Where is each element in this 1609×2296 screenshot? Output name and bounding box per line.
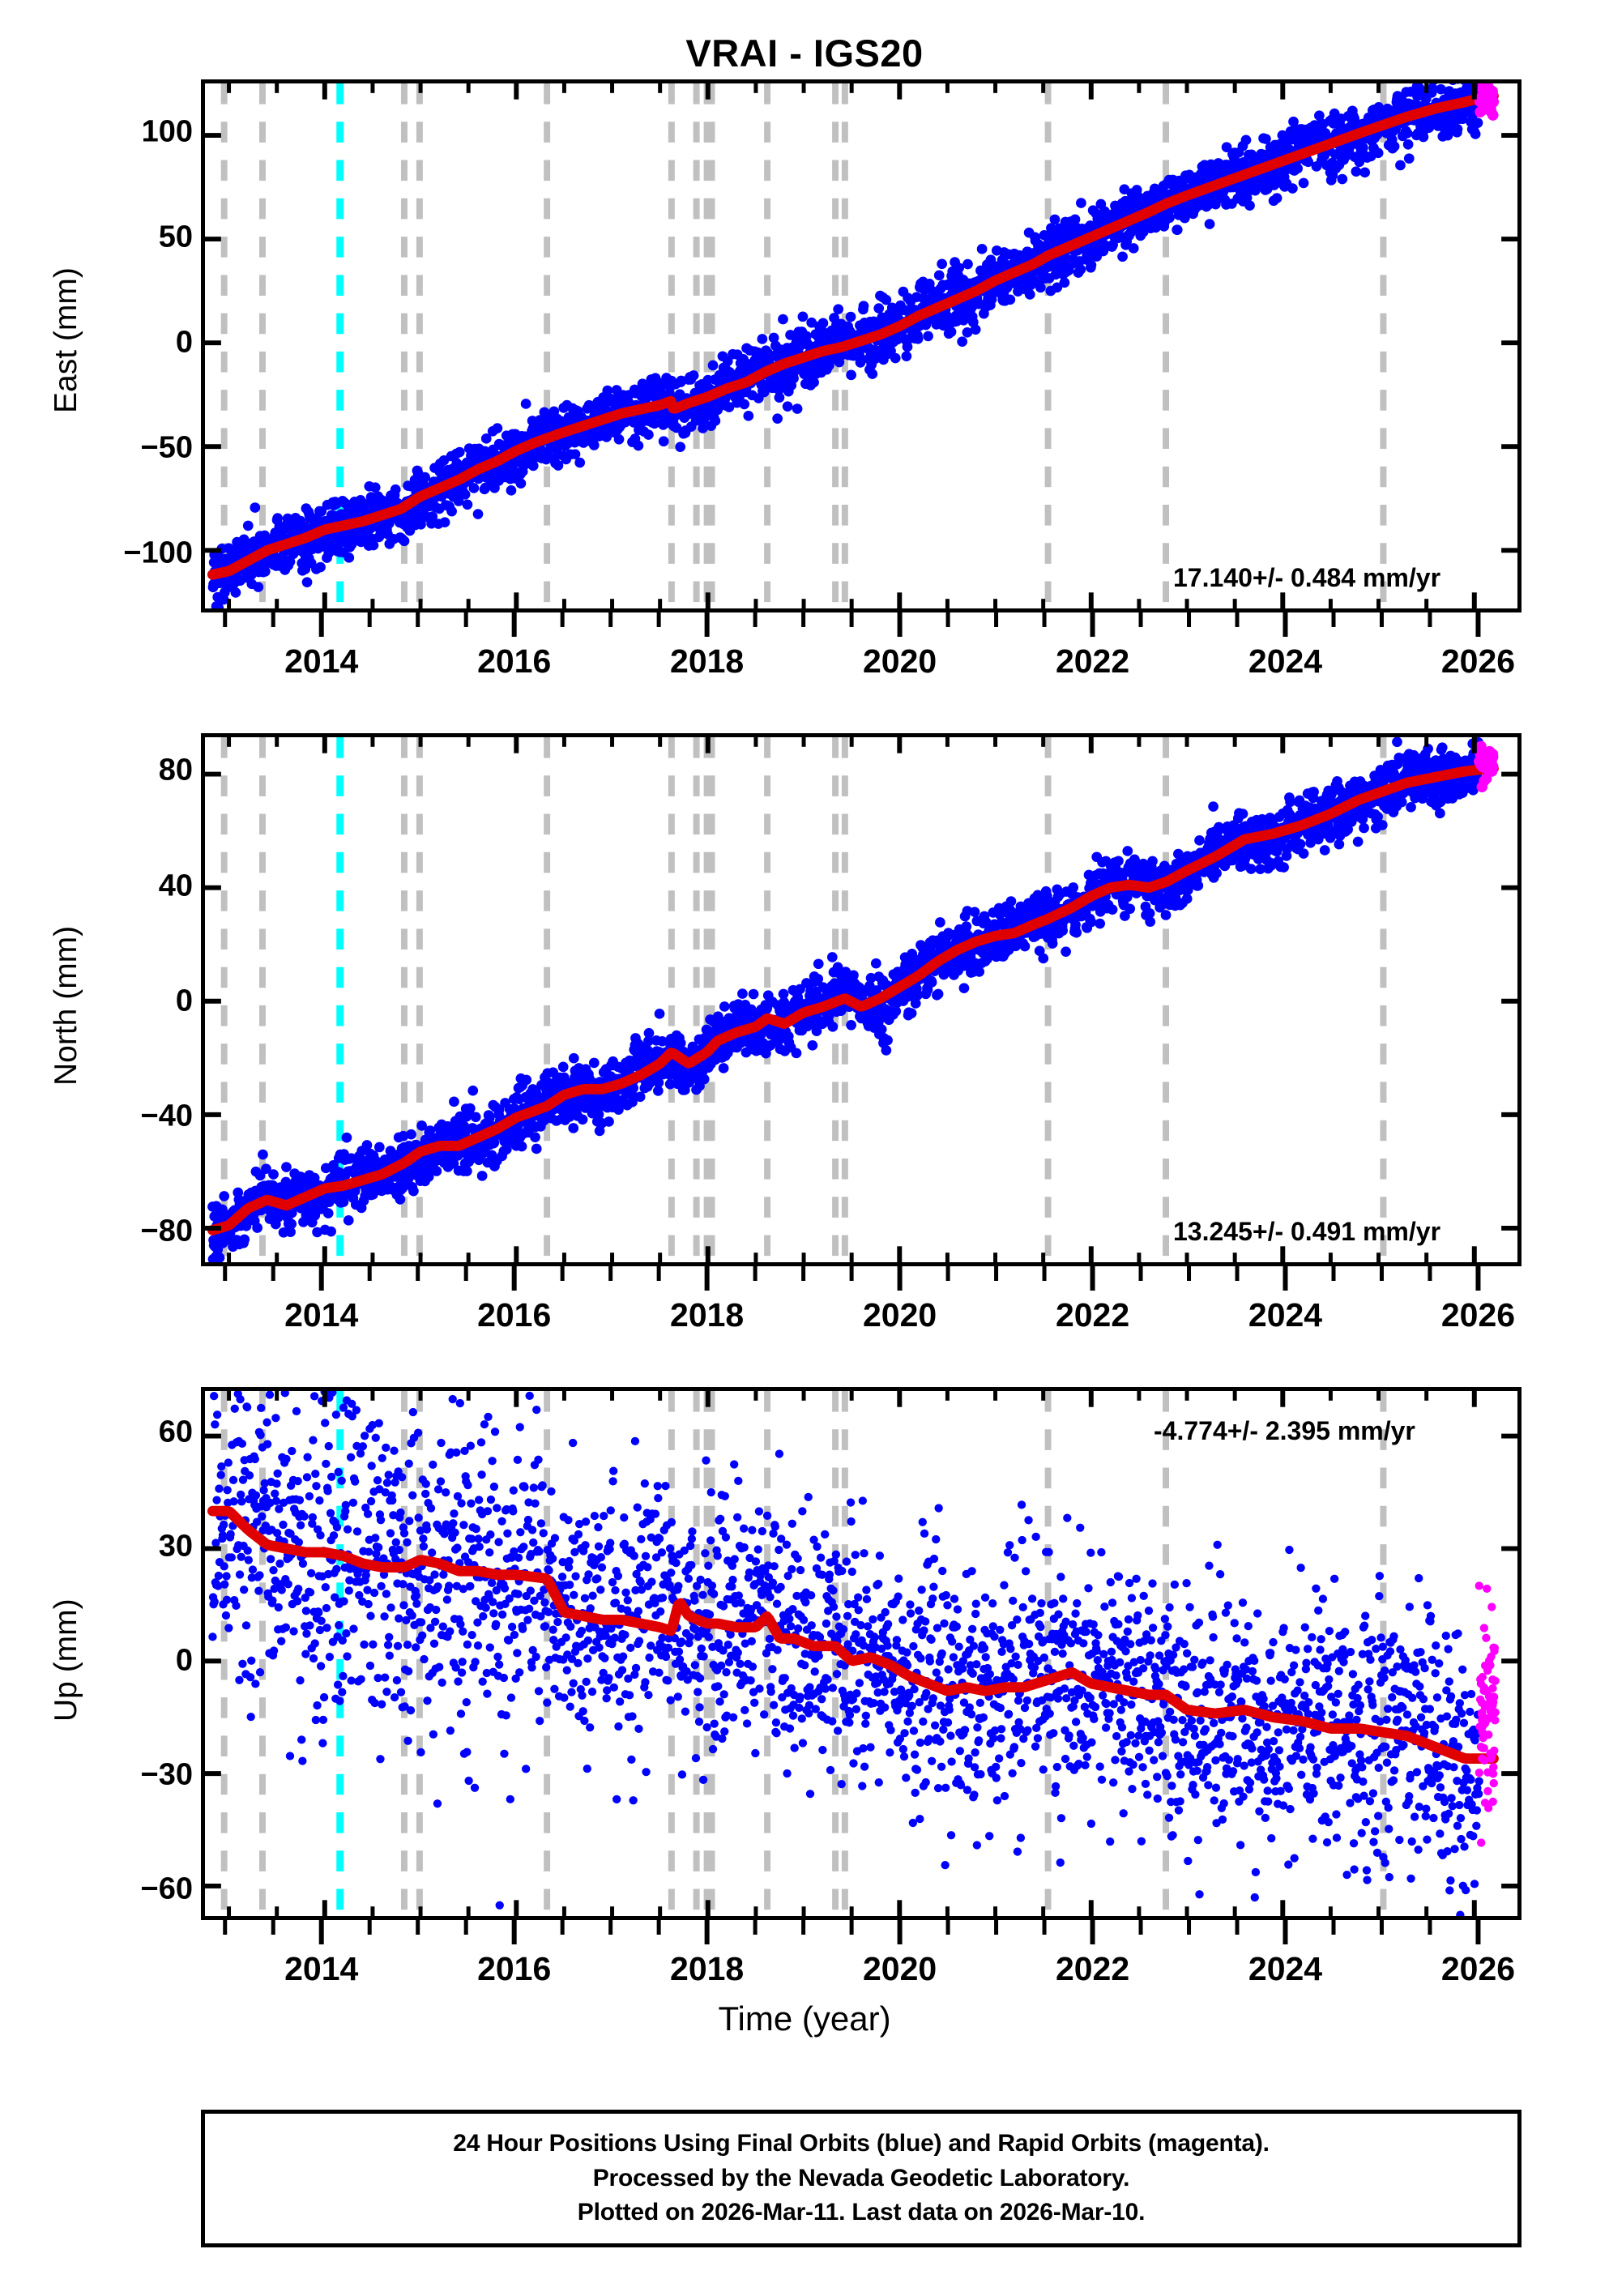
panel-east-rate-label: 17.140+/- 0.484 mm/yr bbox=[1173, 563, 1441, 592]
y-tick-label: −100 bbox=[123, 536, 193, 570]
x-axis-ticks bbox=[223, 612, 1481, 637]
y-tick-label: −80 bbox=[140, 1214, 193, 1248]
x-tick-label: 2020 bbox=[862, 1296, 937, 1334]
x-axis-ticks bbox=[223, 1920, 1481, 1944]
x-tick-label: 2020 bbox=[862, 642, 937, 680]
panel-north bbox=[201, 733, 1522, 1266]
x-tick-label: 2018 bbox=[670, 642, 745, 680]
y-tick-label: −30 bbox=[140, 1757, 193, 1792]
x-tick-label: 2022 bbox=[1055, 1950, 1130, 1987]
x-tick-label: 2022 bbox=[1055, 642, 1130, 680]
y-tick-label: 40 bbox=[158, 868, 193, 903]
x-tick-label: 2018 bbox=[670, 1296, 745, 1334]
x-tick-label: 2014 bbox=[284, 1950, 359, 1987]
panel-up-frame bbox=[201, 1387, 1522, 1920]
y-tick-label: 80 bbox=[158, 753, 193, 787]
x-tick-label: 2016 bbox=[477, 642, 552, 680]
panel-east-ytick-labels: 100 50 0 −50 −100 bbox=[55, 79, 193, 612]
y-tick-label: 0 bbox=[175, 984, 193, 1018]
panel-north-plot bbox=[205, 737, 1517, 1262]
x-tick-label: 2014 bbox=[284, 642, 359, 680]
panel-north-frame bbox=[201, 733, 1522, 1266]
panel-north-ytick-labels: 80 40 0 −40 −80 bbox=[55, 733, 193, 1266]
caption-line-2: Processed by the Nevada Geodetic Laborat… bbox=[592, 2164, 1130, 2191]
x-tick-label: 2026 bbox=[1440, 642, 1516, 680]
caption-line-1: 24 Hour Positions Using Final Orbits (bl… bbox=[453, 2130, 1270, 2157]
panel-north-ylabel: North (mm) bbox=[49, 925, 83, 1086]
y-tick-label: 0 bbox=[175, 1643, 193, 1678]
panel-east-frame bbox=[201, 79, 1522, 612]
x-tick-label: 2018 bbox=[670, 1950, 745, 1987]
panel-up bbox=[201, 1387, 1522, 1920]
x-tick-label: 2024 bbox=[1248, 1950, 1323, 1987]
x-axis-ticks bbox=[223, 1266, 1481, 1291]
panel-up-ytick-labels: 60 30 0 −30 −60 bbox=[55, 1387, 193, 1920]
caption-line-3: Plotted on 2026-Mar-11. Last data on 202… bbox=[577, 2199, 1146, 2226]
x-tick-label: 2020 bbox=[862, 1950, 937, 1987]
y-tick-label: 50 bbox=[158, 220, 193, 254]
x-tick-label: 2026 bbox=[1440, 1950, 1516, 1987]
x-tick-label: 2022 bbox=[1055, 1296, 1130, 1334]
panel-east-ylabel: East (mm) bbox=[49, 267, 83, 413]
y-tick-label: −40 bbox=[140, 1099, 193, 1133]
x-tick-label: 2014 bbox=[284, 1296, 359, 1334]
x-tick-label: 2016 bbox=[477, 1296, 552, 1334]
y-tick-label: −60 bbox=[140, 1871, 193, 1906]
panel-east bbox=[201, 79, 1522, 612]
x-axis-title: Time (year) bbox=[718, 1999, 891, 2038]
y-tick-label: −50 bbox=[140, 430, 193, 465]
y-tick-label: 30 bbox=[158, 1529, 193, 1564]
panel-north-rate-label: 13.245+/- 0.491 mm/yr bbox=[1173, 1217, 1441, 1246]
caption-box: 24 Hour Positions Using Final Orbits (bl… bbox=[201, 2110, 1522, 2247]
x-tick-label: 2024 bbox=[1248, 642, 1323, 680]
panel-up-rate-label: -4.774+/- 2.395 mm/yr bbox=[1154, 1416, 1415, 1445]
y-tick-label: 100 bbox=[141, 114, 193, 149]
y-tick-label: 0 bbox=[175, 325, 193, 360]
panel-up-plot bbox=[205, 1391, 1517, 1916]
page-title: VRAI - IGS20 bbox=[685, 32, 924, 75]
x-tick-label: 2026 bbox=[1440, 1296, 1516, 1334]
y-tick-label: 60 bbox=[158, 1415, 193, 1449]
panel-up-ylabel: Up (mm) bbox=[49, 1598, 83, 1722]
panel-east-plot bbox=[205, 83, 1517, 608]
x-tick-label: 2016 bbox=[477, 1950, 552, 1987]
x-tick-label: 2024 bbox=[1248, 1296, 1323, 1334]
